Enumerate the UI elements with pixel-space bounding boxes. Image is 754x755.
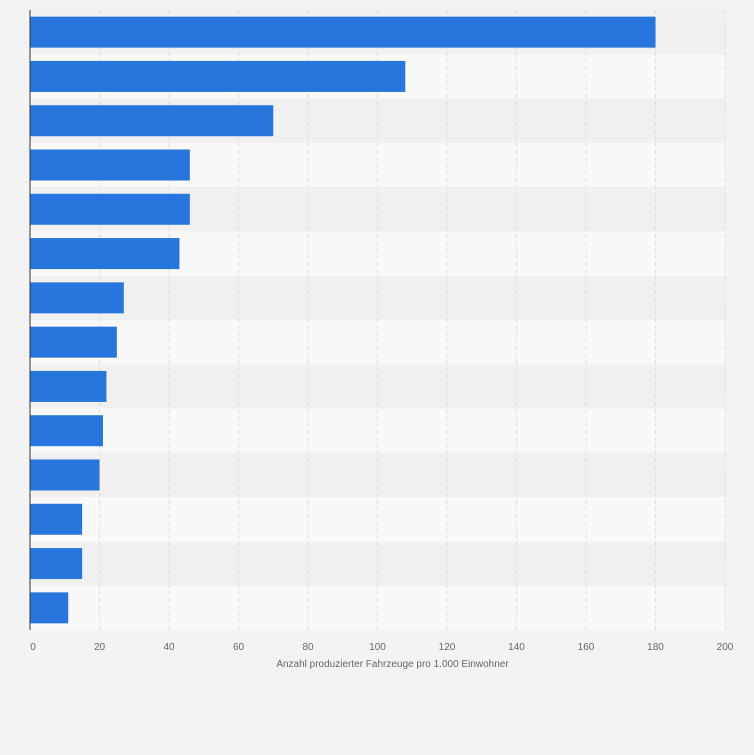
bar[interactable] [30, 370, 107, 402]
gridlines [99, 10, 726, 630]
bar[interactable] [30, 548, 83, 580]
x-tick-label: 120 [439, 642, 456, 653]
bar[interactable] [30, 16, 656, 48]
x-tick-label: 20 [94, 642, 106, 653]
bar[interactable] [30, 592, 69, 624]
row-band [30, 497, 725, 542]
bar[interactable] [30, 105, 274, 137]
x-tick-label: 80 [302, 642, 314, 653]
bar[interactable] [30, 503, 83, 535]
x-tick-label: 180 [647, 642, 664, 653]
bar[interactable] [30, 60, 406, 92]
x-tick-label: 160 [578, 642, 595, 653]
x-tick-label: 100 [369, 642, 386, 653]
bars [30, 16, 656, 624]
x-tick-label: 0 [30, 642, 36, 653]
bar[interactable] [30, 149, 190, 181]
bar[interactable] [30, 193, 190, 225]
x-tick-labels: 0 20 40 60 80 100 120 140 160 180 200 [30, 642, 734, 653]
x-tick-label: 40 [163, 642, 175, 653]
bar[interactable] [30, 459, 100, 491]
x-tick-label: 60 [233, 642, 245, 653]
x-tick-label: 140 [508, 642, 525, 653]
x-axis-label: Anzahl produzierter Fahrzeuge pro 1.000 … [276, 659, 509, 670]
x-tick-label: 200 [717, 642, 734, 653]
bar[interactable] [30, 282, 124, 314]
bar[interactable] [30, 326, 117, 358]
bar[interactable] [30, 415, 103, 447]
bar[interactable] [30, 238, 180, 270]
row-band [30, 364, 725, 409]
